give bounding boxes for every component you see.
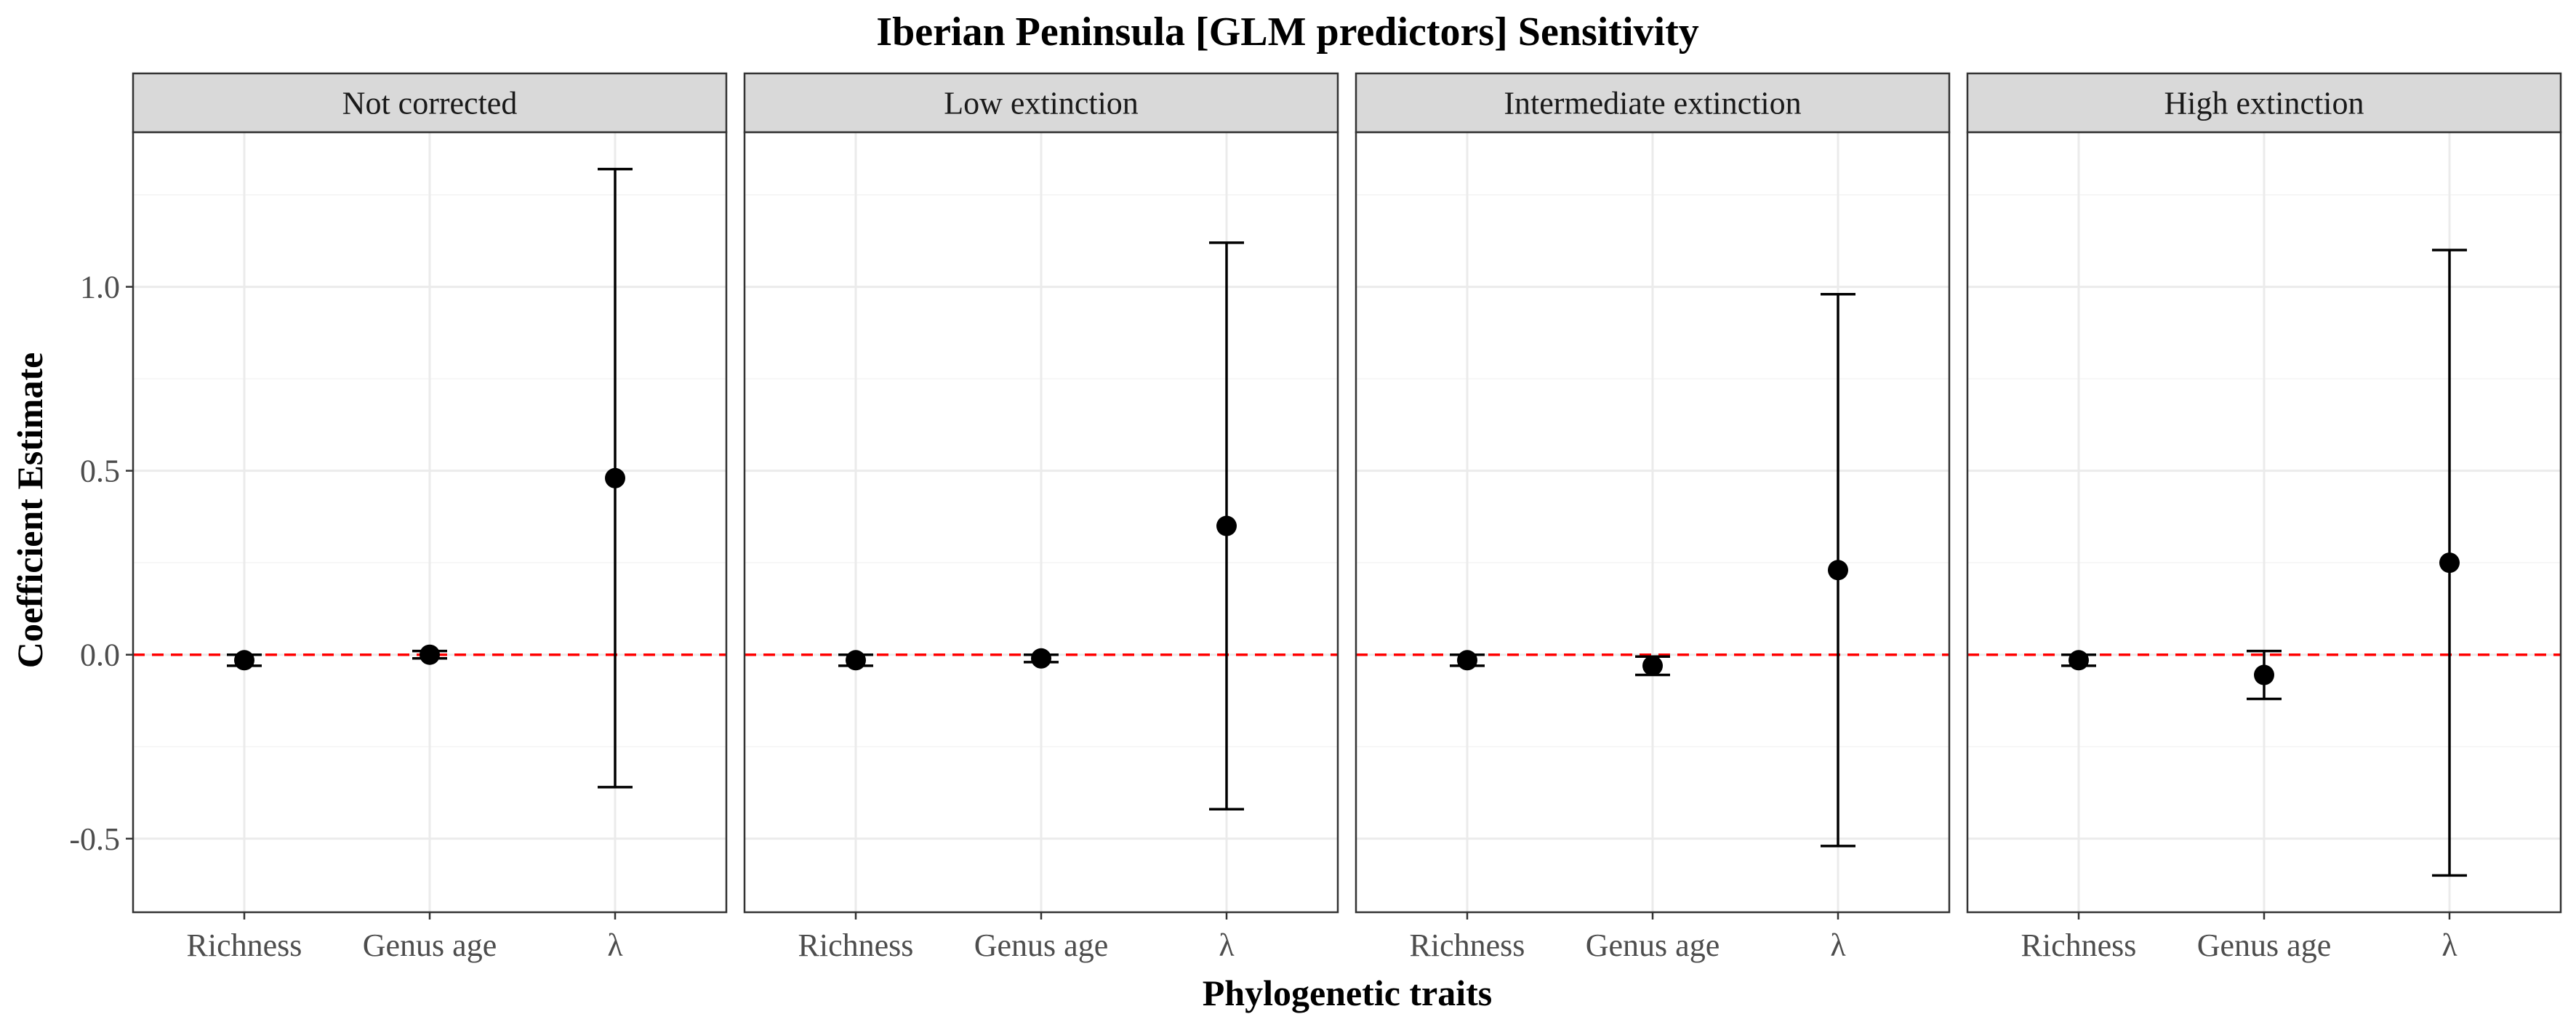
estimate-point bbox=[1828, 560, 1848, 581]
x-tick-label: Genus age bbox=[2197, 928, 2332, 963]
y-axis-title: Coefficient Estimate bbox=[9, 353, 50, 669]
estimate-point bbox=[1642, 655, 1663, 676]
estimate-point bbox=[1031, 648, 1051, 669]
facet-strip-label: Low extinction bbox=[944, 86, 1139, 121]
facet-panel: Low extinction Richness Genus age λ bbox=[743, 72, 1339, 963]
estimate-point bbox=[1216, 515, 1237, 536]
facet-panel: Intermediate extinction Richness Genus age… bbox=[1355, 72, 1951, 963]
y-axis-ticks: -0.5 0.0 0.5 1.0 bbox=[69, 270, 133, 857]
facet-strip bbox=[1966, 72, 2562, 134]
x-tick-label: λ bbox=[607, 928, 623, 963]
estimate-point bbox=[846, 650, 866, 671]
y-tick-label: 1.0 bbox=[80, 270, 120, 305]
facet-panel: Not corrected Richness Genus age λ bbox=[132, 72, 728, 963]
x-tick-label: Richness bbox=[1410, 928, 1525, 963]
estimate-point bbox=[234, 650, 254, 671]
facet-strip-label: Not corrected bbox=[342, 86, 518, 121]
x-tick-label: Richness bbox=[187, 928, 302, 963]
facet-strip bbox=[1355, 72, 1951, 134]
x-tick-label: Genus age bbox=[1586, 928, 1720, 963]
facet-strip bbox=[132, 72, 728, 134]
x-tick-label: Richness bbox=[2021, 928, 2137, 963]
facet-strip-label: High extinction bbox=[2164, 86, 2364, 121]
x-tick-label: Genus age bbox=[363, 928, 497, 963]
x-tick-label: Richness bbox=[798, 928, 914, 963]
y-tick-label: 0.5 bbox=[80, 454, 120, 489]
estimate-point bbox=[605, 467, 625, 488]
x-tick-label: Genus age bbox=[974, 928, 1109, 963]
y-tick-label: 0.0 bbox=[80, 637, 120, 673]
estimate-point bbox=[2254, 664, 2274, 685]
estimate-point bbox=[420, 644, 440, 665]
estimate-point bbox=[1457, 650, 1477, 671]
facet-strip-label: Intermediate extinction bbox=[1504, 86, 1801, 121]
x-axis-title: Phylogenetic traits bbox=[1203, 973, 1493, 1013]
facet-panel: High extinction Richness Genus age λ bbox=[1966, 72, 2562, 963]
x-tick-label: λ bbox=[1830, 928, 1846, 963]
x-tick-label: λ bbox=[1219, 928, 1235, 963]
chart-title: Iberian Peninsula [GLM predictors] Sensi… bbox=[876, 9, 1698, 55]
y-tick-label: -0.5 bbox=[69, 821, 120, 857]
x-tick-label: λ bbox=[2441, 928, 2457, 963]
estimate-point bbox=[2439, 552, 2460, 574]
estimate-point bbox=[2069, 650, 2089, 671]
facet-strip bbox=[743, 72, 1339, 134]
